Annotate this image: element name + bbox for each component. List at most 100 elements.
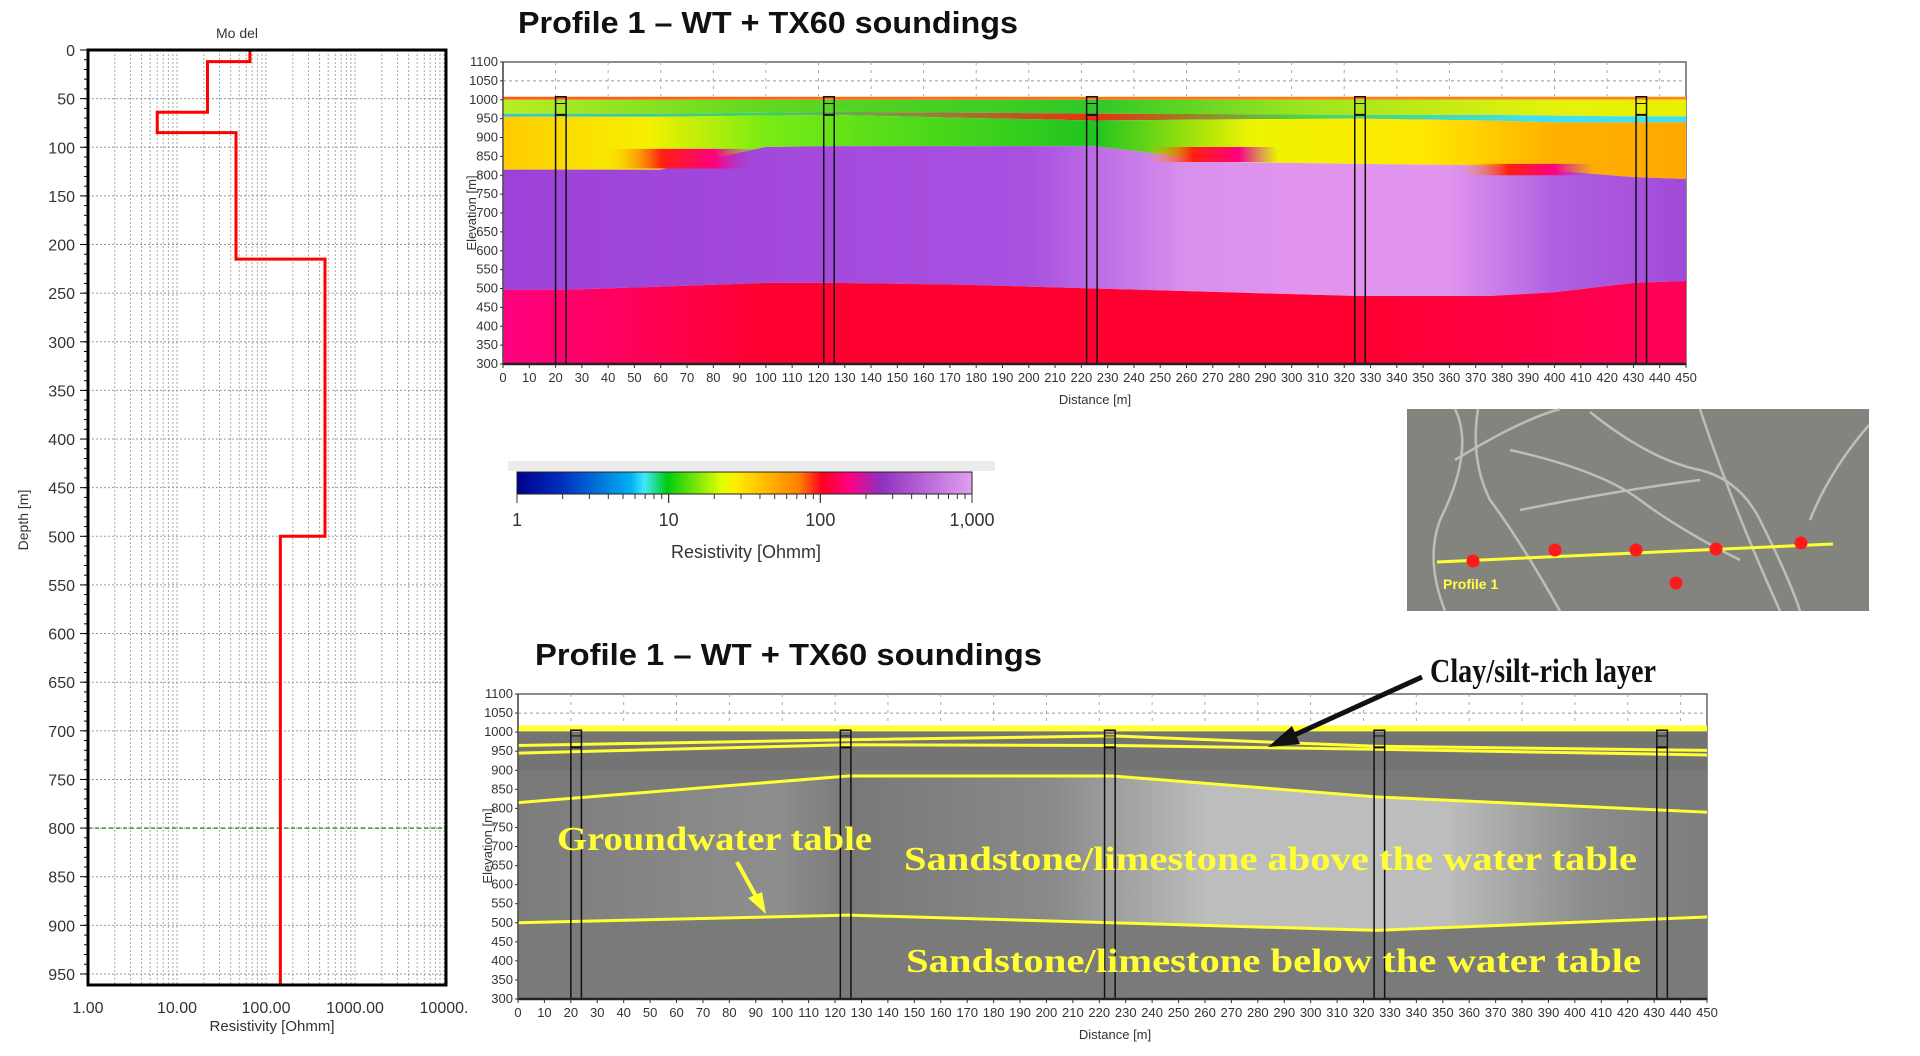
x-tick-label: 240: [1123, 370, 1145, 385]
y-tick-label: 300: [48, 335, 75, 352]
x-tick-label: 170: [939, 370, 961, 385]
x-tick-label: 80: [722, 1005, 736, 1020]
y-tick-label: 550: [491, 896, 513, 911]
x-tick-label: 220: [1071, 370, 1093, 385]
x-tick-label: 0: [499, 370, 506, 385]
x-tick-label: 10000.: [420, 1000, 469, 1017]
y-tick-label: 0: [66, 43, 75, 60]
y-tick-label: 350: [491, 972, 513, 987]
groundwater-label: Groundwater table: [557, 821, 872, 858]
above-water-table-zone: [518, 775, 1707, 931]
y-tick-label: 1100: [470, 54, 498, 69]
x-tick-label: 380: [1491, 370, 1513, 385]
y-tick-label: 1000: [469, 92, 498, 107]
y-tick-label: 350: [48, 383, 75, 400]
colorbar-ticks: 1 10 100 1,000: [512, 494, 995, 530]
x-tick-label: 400: [1564, 1005, 1586, 1020]
x-tick-label: 160: [930, 1005, 952, 1020]
x-tick-label: 390: [1538, 1005, 1560, 1020]
section-bottom-x-axis-label: Distance [m]: [1079, 1027, 1151, 1042]
y-tick-label: 950: [476, 111, 498, 126]
x-tick-label: 110: [782, 370, 803, 385]
y-tick-label: 550: [48, 578, 75, 595]
x-tick-label: 310: [1326, 1005, 1348, 1020]
x-tick-label: 60: [669, 1005, 683, 1020]
y-tick-label: 300: [491, 991, 513, 1006]
x-tick-label: 240: [1141, 1005, 1163, 1020]
model-plot-frame: [86, 48, 448, 987]
x-tick-label: 90: [749, 1005, 763, 1020]
y-tick-label: 200: [48, 238, 75, 255]
transition-zone: [608, 148, 761, 169]
x-tick-label: 450: [1696, 1005, 1718, 1020]
y-tick-label: 750: [476, 186, 498, 201]
x-tick-label: 20: [548, 370, 562, 385]
sounding-point: [1669, 576, 1683, 590]
x-tick-label: 20: [564, 1005, 578, 1020]
x-tick-label: 220: [1088, 1005, 1110, 1020]
profile-label: Profile 1: [1443, 576, 1498, 592]
x-tick-label: 360: [1439, 370, 1461, 385]
x-tick-label: 210: [1044, 370, 1066, 385]
interpretation-section-chart: 3003504004505005506006507007508008509009…: [484, 686, 1718, 1020]
groundwater-arrow-icon: [735, 861, 766, 914]
x-tick-label: 230: [1115, 1005, 1137, 1020]
y-tick-label: 500: [48, 529, 75, 546]
x-tick-label: 70: [696, 1005, 710, 1020]
map-inset: Profile 1: [1407, 407, 1870, 612]
y-tick-label: 1050: [469, 73, 498, 88]
x-tick-label: 260: [1176, 370, 1198, 385]
x-tick-label: 410: [1570, 370, 1592, 385]
model-x-ticks: 1.00 10.00 100.00 1000.00 10000.: [72, 1000, 468, 1017]
x-tick-label: 170: [956, 1005, 978, 1020]
x-tick-label: 10: [522, 370, 536, 385]
x-tick-label: 380: [1511, 1005, 1533, 1020]
y-tick-label: 750: [48, 772, 75, 789]
y-tick-label: 700: [491, 839, 513, 854]
x-tick-label: 200: [1036, 1005, 1058, 1020]
above-water-table-label: Sandstone/limestone above the water tabl…: [904, 841, 1637, 878]
model-depth-chart: Mo del 0 50 100 150 200 250 300 350 400 450 500 550…: [15, 25, 468, 1035]
x-tick-label: 10.00: [157, 1000, 197, 1017]
y-tick-label: 900: [476, 130, 498, 145]
y-tick-label: 450: [491, 934, 513, 949]
y-tick-label: 700: [476, 205, 498, 220]
x-tick-label: 120: [824, 1005, 846, 1020]
x-tick-label: 290: [1273, 1005, 1295, 1020]
x-tick-label: 150: [886, 370, 908, 385]
sounding-point: [1466, 554, 1480, 568]
colorbar-label: Resistivity [Ohmm]: [671, 542, 821, 562]
y-tick-label: 800: [476, 167, 498, 182]
x-tick-label: 120: [808, 370, 830, 385]
x-tick-label: 160: [913, 370, 935, 385]
resistivity-layer: [503, 96, 1686, 100]
x-tick-label: 30: [590, 1005, 604, 1020]
x-tick-label: 50: [627, 370, 641, 385]
transition-zone: [1147, 146, 1279, 163]
x-tick-label: 280: [1228, 370, 1250, 385]
x-tick-label: 370: [1485, 1005, 1507, 1020]
colorbar-tick-label: 10: [659, 510, 679, 530]
x-tick-label: 140: [860, 370, 882, 385]
colorbar-gradient: [516, 471, 973, 495]
x-tick-label: 30: [575, 370, 589, 385]
model-title: Mo del: [216, 25, 258, 41]
y-tick-label: 100: [48, 140, 75, 157]
y-tick-label: 850: [476, 148, 498, 163]
y-tick-label: 1100: [485, 686, 513, 701]
x-tick-label: 210: [1062, 1005, 1084, 1020]
resistivity-layer: [503, 280, 1686, 364]
y-tick-label: 450: [476, 299, 498, 314]
x-tick-label: 150: [903, 1005, 925, 1020]
transition-zone: [1462, 163, 1594, 176]
resistivity-layer: [503, 114, 1686, 180]
interface-line: [517, 913, 1708, 932]
y-tick-label: 400: [476, 318, 498, 333]
x-tick-label: 340: [1386, 370, 1408, 385]
y-tick-label: 700: [48, 724, 75, 741]
x-tick-label: 200: [1018, 370, 1040, 385]
resistivity-layer: [503, 99, 1686, 117]
x-tick-label: 320: [1353, 1005, 1375, 1020]
x-tick-label: 180: [965, 370, 987, 385]
